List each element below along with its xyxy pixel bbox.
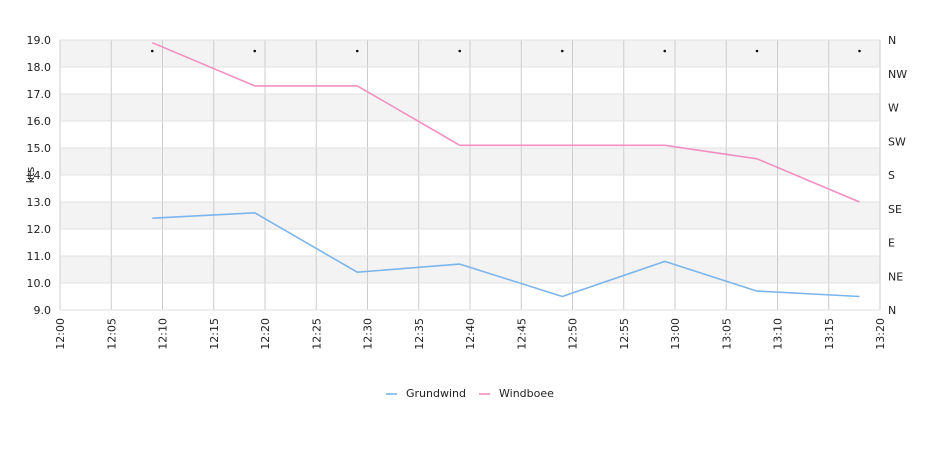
direction-marker [150,49,154,53]
right-axis-label: NW [888,68,907,81]
x-tick-label: 12:50 [567,318,580,350]
y-tick-label: 18.0 [27,61,52,74]
right-axis-label: N [888,304,896,317]
x-tick-label: 12:30 [362,318,375,350]
legend: Grundwind Windboee [386,387,554,400]
y-tick-label: 10.0 [27,277,52,290]
x-tick-label: 13:15 [823,318,836,350]
x-tick-label: 12:00 [54,318,67,350]
x-tick-label: 12:25 [310,318,323,350]
direction-markers [150,49,861,53]
right-axis-label: NE [888,270,903,283]
y-tick-label: 14.0 [27,169,52,182]
direction-marker [560,49,564,53]
x-tick-label: 12:35 [413,318,426,350]
x-tick-label: 12:45 [515,318,528,350]
legend-label: Grundwind [406,387,466,400]
x-axis-ticks: 12:00 12:05 12:10 12:15 12:20 12:25 12:30 12:35… [54,318,887,350]
direction-marker [355,49,359,53]
right-axis-label: SW [888,135,906,148]
legend-label: Windboee [499,387,554,400]
direction-marker [663,49,667,53]
y-tick-label: 15.0 [27,142,52,155]
direction-marker [253,49,257,53]
x-tick-label: 13:10 [772,318,785,350]
direction-marker [755,49,759,53]
series-line-windboee [151,41,860,203]
x-tick-label: 12:40 [464,318,477,350]
right-axis-ticks: N NE E SE S SW W NW N [888,34,907,317]
right-axis-label: SE [888,203,902,216]
y-tick-label: 13.0 [27,196,52,209]
horizontal-grid [60,39,880,311]
series-line-grundwind [152,212,860,298]
y-tick-label: 16.0 [27,115,52,128]
x-tick-label: 12:10 [157,318,170,350]
x-tick-label: 13:00 [669,318,682,350]
y-tick-label: 11.0 [27,250,52,263]
direction-marker [858,49,861,53]
x-tick-label: 12:05 [105,318,118,350]
right-axis-label: W [888,102,899,115]
y-axis-title: kts [24,167,37,184]
y-tick-label: 12.0 [27,223,52,236]
series-layer [151,41,860,298]
y-tick-label: 17.0 [27,88,52,101]
x-tick-label: 12:20 [259,318,272,350]
right-axis-label: N [888,34,896,47]
right-axis-label: E [888,237,895,250]
x-tick-label: 13:05 [720,318,733,350]
y-tick-label: 19.0 [27,34,52,47]
x-tick-label: 13:20 [874,318,887,350]
y-tick-label: 9.0 [34,304,52,317]
direction-marker [458,49,462,53]
x-tick-label: 12:55 [618,318,631,350]
x-tick-label: 12:15 [208,318,221,350]
right-axis-label: S [888,169,895,182]
y-axis-ticks: 9.0 10.0 11.0 12.0 13.0 14.0 15.0 16.0 17.0 18.0 1… [27,34,52,317]
